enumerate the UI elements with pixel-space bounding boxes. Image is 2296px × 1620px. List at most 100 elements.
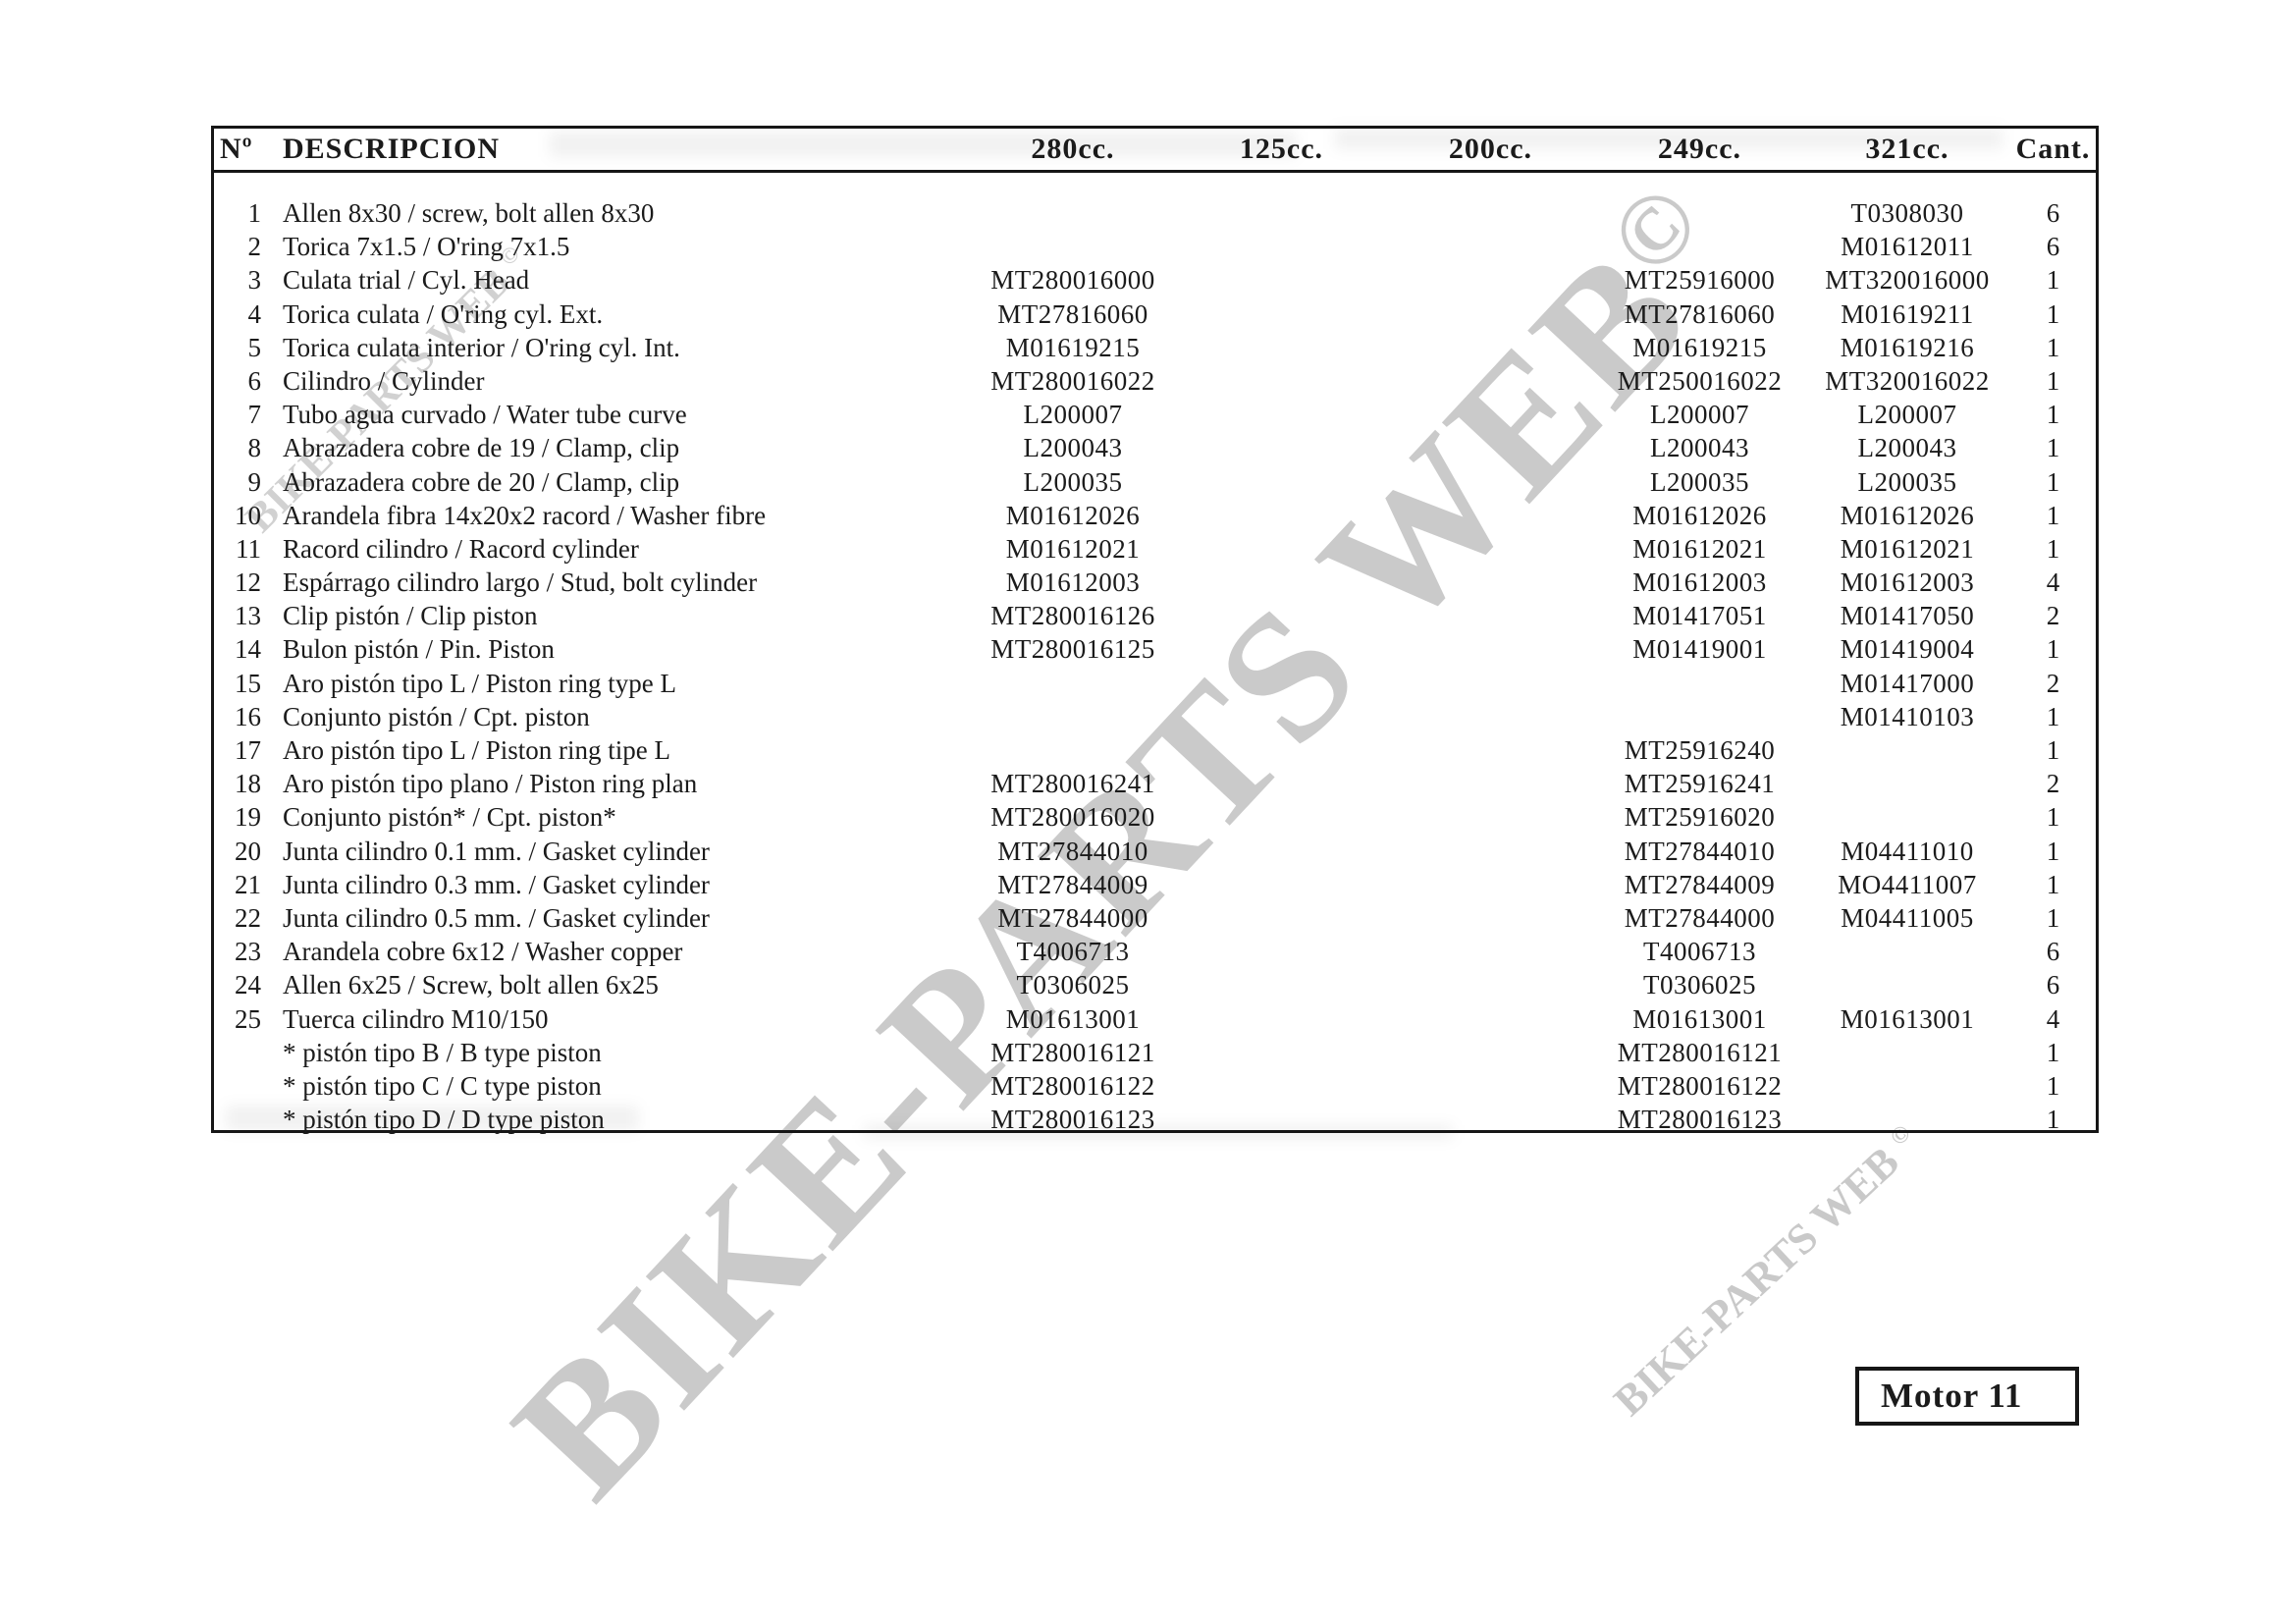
part-200cc	[1386, 465, 1595, 499]
table-row: 25 Tuerca cilindro M10/150 M01613001 M01…	[214, 1002, 2096, 1036]
part-280cc	[969, 700, 1177, 733]
part-280cc: M01613001	[1005, 1003, 1141, 1034]
part-125cc	[1177, 800, 1386, 834]
part-249cc: MT25916241	[1624, 769, 1776, 799]
part-200cc	[1386, 499, 1595, 532]
part-280cc: T0306025	[1016, 970, 1130, 1000]
row-description: Arandela cobre 6x12 / Washer copper	[283, 937, 683, 967]
part-321cc: T0308030	[1850, 198, 1964, 228]
part-125cc	[1177, 532, 1386, 566]
table-row: 15 Aro pistón tipo L / Piston ring type …	[214, 667, 2096, 700]
part-249cc: MT280016122	[1617, 1070, 1783, 1101]
part-249cc: MT25916020	[1624, 802, 1776, 833]
part-249cc: M01613001	[1632, 1003, 1767, 1034]
row-description: * pistón tipo D / D type piston	[283, 1105, 605, 1135]
part-321cc	[1804, 800, 2010, 834]
part-249cc: MT25916240	[1624, 735, 1776, 765]
part-280cc: T4006713	[1016, 937, 1130, 967]
part-125cc	[1177, 767, 1386, 800]
part-125cc	[1177, 331, 1386, 364]
quantity: 4	[2046, 1003, 2060, 1034]
row-number: 20	[235, 836, 261, 866]
table-row: * pistón tipo B / B type piston MT280016…	[214, 1036, 2096, 1069]
row-number: 14	[235, 634, 261, 665]
quantity: 6	[2046, 937, 2060, 967]
row-number: 13	[235, 601, 261, 631]
part-280cc: MT27816060	[997, 298, 1148, 329]
part-280cc: MT280016020	[990, 802, 1155, 833]
part-200cc	[1386, 700, 1595, 733]
row-description: Racord cilindro / Racord cylinder	[283, 533, 639, 564]
part-200cc	[1386, 566, 1595, 599]
quantity: 1	[2046, 802, 2060, 833]
table-row: 6 Cilindro / Cylinder MT280016022 MT2500…	[214, 364, 2096, 398]
part-125cc	[1177, 835, 1386, 868]
quantity: 1	[2046, 1105, 2060, 1135]
table-row: 19 Conjunto pistón* / Cpt. piston* MT280…	[214, 800, 2096, 834]
part-321cc: L200035	[1857, 466, 1957, 497]
part-249cc: M01612021	[1632, 533, 1767, 564]
table-row: 14 Bulon pistón / Pin. Piston MT28001612…	[214, 632, 2096, 666]
row-number: 22	[235, 902, 261, 933]
part-200cc	[1386, 800, 1595, 834]
part-249cc: MT27844009	[1624, 869, 1776, 899]
table-row: 10 Arandela fibra 14x20x2 racord / Washe…	[214, 499, 2096, 532]
part-321cc	[1804, 1103, 2010, 1136]
motor-badge-label: Motor 11	[1881, 1377, 2023, 1415]
scan-smudge	[226, 1106, 638, 1131]
part-321cc	[1804, 935, 2010, 968]
quantity: 1	[2046, 701, 2060, 731]
table-row: 24 Allen 6x25 / Screw, bolt allen 6x25 T…	[214, 968, 2096, 1001]
part-200cc	[1386, 868, 1595, 901]
quantity: 1	[2046, 332, 2060, 362]
quantity: 1	[2046, 735, 2060, 765]
row-number: 2	[247, 232, 262, 262]
row-number: 4	[247, 298, 262, 329]
part-280cc	[969, 196, 1177, 230]
part-200cc	[1386, 263, 1595, 297]
row-description: Abrazadera cobre de 20 / Clamp, clip	[283, 466, 680, 497]
table-row: 1 Allen 8x30 / screw, bolt allen 8x30 T0…	[214, 196, 2096, 230]
part-321cc	[1804, 733, 2010, 767]
row-number: 9	[247, 466, 262, 497]
row-description: Abrazadera cobre de 19 / Clamp, clip	[283, 433, 680, 463]
row-description: Tubo agua curvado / Water tube curve	[283, 400, 687, 430]
table-row: * pistón tipo C / C type piston MT280016…	[214, 1069, 2096, 1103]
header-cant: Cant.	[2015, 133, 2091, 165]
quantity: 1	[2046, 1070, 2060, 1101]
part-125cc	[1177, 398, 1386, 431]
row-description: Bulon pistón / Pin. Piston	[283, 634, 555, 665]
part-200cc	[1386, 767, 1595, 800]
part-280cc: MT27844009	[997, 869, 1148, 899]
part-249cc	[1595, 667, 1804, 700]
part-125cc	[1177, 566, 1386, 599]
part-280cc	[969, 230, 1177, 263]
part-200cc	[1386, 599, 1595, 632]
part-280cc	[969, 667, 1177, 700]
quantity: 6	[2046, 232, 2060, 262]
table-body: 1 Allen 8x30 / screw, bolt allen 8x30 T0…	[214, 173, 2096, 1136]
row-description: Cilindro / Cylinder	[283, 365, 485, 396]
part-280cc: M01612003	[1005, 567, 1141, 598]
row-number: 3	[247, 265, 262, 296]
part-249cc: MT250016022	[1617, 365, 1783, 396]
row-description: Allen 6x25 / Screw, bolt allen 6x25	[283, 970, 659, 1000]
header-321cc: 321cc.	[1865, 133, 1949, 165]
part-200cc	[1386, 632, 1595, 666]
table-row: 16 Conjunto pistón / Cpt. piston M014101…	[214, 700, 2096, 733]
table-header-row: Nº DESCRIPCION 280cc. 125cc. 200cc. 249c…	[214, 129, 2096, 173]
part-200cc	[1386, 901, 1595, 935]
part-125cc	[1177, 667, 1386, 700]
part-249cc: M01619215	[1632, 332, 1767, 362]
table-row: 3 Culata trial / Cyl. Head MT280016000 M…	[214, 263, 2096, 297]
part-280cc: MT280016125	[990, 634, 1155, 665]
row-number: 24	[235, 970, 261, 1000]
part-125cc	[1177, 431, 1386, 464]
part-249cc: MT27844010	[1624, 836, 1776, 866]
part-249cc: M01612026	[1632, 500, 1767, 530]
header-249cc: 249cc.	[1657, 133, 1742, 165]
quantity: 1	[2046, 265, 2060, 296]
table-row: 11 Racord cilindro / Racord cylinder M01…	[214, 532, 2096, 566]
part-321cc: M01619216	[1840, 332, 1975, 362]
